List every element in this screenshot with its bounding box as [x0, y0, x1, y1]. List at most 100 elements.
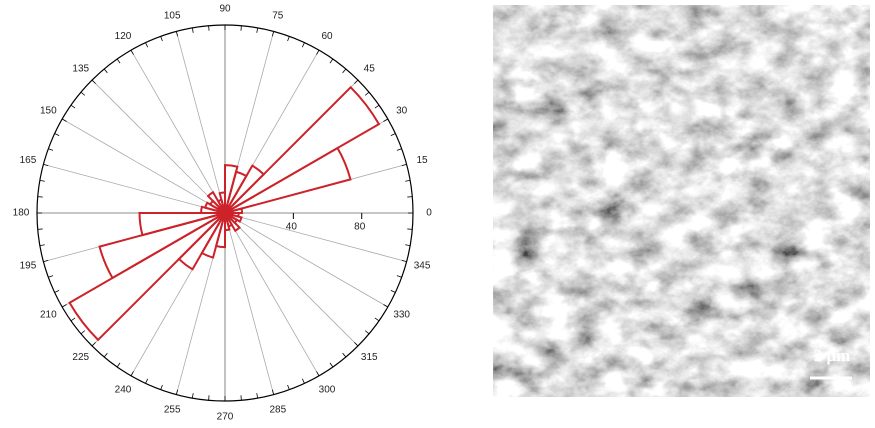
angle-label: 330 — [393, 310, 410, 321]
rim-tick — [55, 290, 60, 292]
angle-label: 285 — [269, 405, 286, 416]
rim-tick — [330, 59, 333, 63]
scale-bar-label: 2 μm — [814, 346, 851, 365]
rim-tick — [92, 80, 96, 84]
petal — [70, 213, 225, 340]
rim-tick — [257, 393, 258, 398]
angle-label: 255 — [164, 405, 181, 416]
rim-tick — [176, 390, 177, 395]
rim-tick — [48, 276, 53, 278]
rim-tick — [288, 385, 290, 390]
spoke — [225, 213, 407, 262]
angle-label: 345 — [414, 260, 431, 271]
rim-tick — [161, 36, 163, 41]
rim-tick — [343, 353, 346, 357]
angle-label: 195 — [20, 260, 37, 271]
rim-tick — [354, 342, 358, 346]
rim-tick — [192, 28, 193, 33]
rim-tick — [81, 92, 85, 95]
rim-tick — [40, 245, 45, 246]
spoke — [131, 50, 225, 213]
rim-tick — [391, 290, 396, 292]
angle-label: 45 — [364, 63, 376, 74]
rim-tick — [402, 260, 407, 261]
rim-tick — [43, 260, 48, 261]
rim-tick — [117, 363, 120, 367]
rim-tick — [192, 393, 193, 398]
petal — [225, 87, 379, 213]
angle-label: 15 — [416, 155, 428, 166]
spoke — [92, 80, 225, 213]
angle-label: 90 — [219, 4, 231, 15]
angle-label: 165 — [20, 155, 37, 166]
spoke — [225, 213, 358, 346]
angle-label: 315 — [361, 352, 378, 363]
rim-tick — [375, 105, 379, 108]
angle-label: 105 — [164, 11, 181, 22]
angle-label: 210 — [40, 310, 57, 321]
rim-tick — [391, 134, 396, 136]
spoke — [225, 213, 274, 395]
rim-tick — [62, 119, 66, 122]
rim-tick — [104, 69, 107, 73]
spoke — [225, 213, 319, 376]
rim-tick — [272, 390, 273, 395]
angle-label: 0 — [426, 208, 432, 219]
angle-label: 60 — [321, 31, 333, 42]
rim-tick — [343, 69, 346, 73]
rim-tick — [302, 43, 304, 48]
rim-tick — [365, 331, 369, 334]
rim-tick — [71, 105, 75, 108]
rim-tick — [405, 245, 410, 246]
rim-tick — [146, 379, 148, 384]
rim-tick — [55, 134, 60, 136]
angle-label: 135 — [72, 63, 89, 74]
angle-label: 180 — [13, 208, 30, 219]
sem-texture — [493, 5, 870, 397]
angle-label: 30 — [396, 106, 408, 117]
rim-tick — [397, 276, 402, 278]
angle-label: 240 — [115, 384, 132, 395]
rim-tick — [176, 31, 177, 36]
rim-tick — [397, 149, 402, 151]
rim-tick — [146, 43, 148, 48]
rim-tick — [81, 331, 85, 334]
sem-image: 2 μm — [493, 5, 870, 397]
rim-tick — [257, 28, 258, 33]
angle-label: 150 — [40, 106, 57, 117]
r-tick-label: 40 — [286, 222, 298, 233]
rim-tick — [161, 385, 163, 390]
rim-tick — [131, 371, 134, 375]
rim-tick — [317, 371, 320, 375]
rim-tick — [383, 119, 387, 122]
rim-tick — [92, 342, 96, 346]
rim-tick — [383, 305, 387, 308]
rim-tick — [288, 36, 290, 41]
rim-tick — [48, 149, 53, 151]
rim-tick — [40, 180, 45, 181]
rim-tick — [365, 92, 369, 95]
rim-tick — [117, 59, 120, 63]
rim-tick — [317, 50, 320, 54]
angle-label: 270 — [217, 412, 234, 423]
angle-label: 75 — [272, 11, 284, 22]
rim-tick — [330, 363, 333, 367]
rim-tick — [272, 31, 273, 36]
rim-tick — [405, 180, 410, 181]
spoke — [176, 31, 225, 213]
r-tick-label: 80 — [354, 222, 366, 233]
rim-tick — [104, 353, 107, 357]
rim-tick — [131, 50, 134, 54]
rim-tick — [354, 80, 358, 84]
spoke — [62, 119, 225, 213]
rim-tick — [62, 305, 66, 308]
angle-label: 300 — [319, 384, 336, 395]
rim-tick — [375, 318, 379, 321]
spoke — [43, 164, 225, 213]
rim-tick — [302, 379, 304, 384]
angle-label: 120 — [115, 31, 132, 42]
angle-label: 225 — [72, 352, 89, 363]
rim-tick — [43, 164, 48, 165]
rim-tick — [402, 164, 407, 165]
